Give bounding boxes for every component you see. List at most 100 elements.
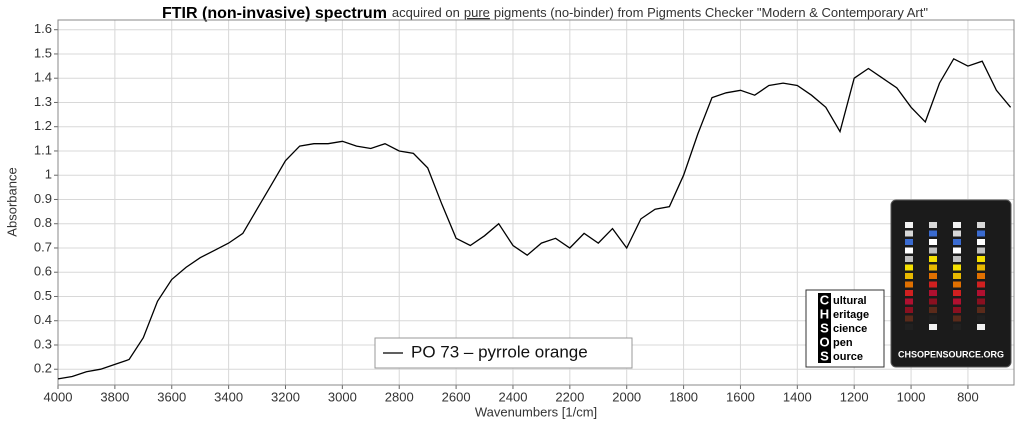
logo-word: eritage: [833, 309, 869, 321]
photo-swatch: [929, 256, 937, 262]
y-tick-label: 0.2: [34, 361, 52, 376]
photo-caption: CHSOPENSOURCE.ORG: [898, 349, 1004, 359]
logo-initial: C: [820, 292, 830, 307]
subtitle: pigments (no-binder) from Pigments Check…: [494, 5, 928, 20]
photo-swatch: [977, 264, 985, 271]
photo-swatch: [953, 307, 961, 313]
photo-swatch: [929, 239, 937, 245]
x-tick-label: 2400: [499, 389, 528, 404]
photo-swatch: [905, 239, 913, 245]
x-tick-label: 3000: [328, 389, 357, 404]
photo-swatch: [953, 273, 961, 279]
y-tick-label: 1.2: [34, 118, 52, 133]
photo-swatch: [977, 273, 985, 279]
y-tick-label: 0.7: [34, 239, 52, 254]
logo-word: cience: [833, 323, 867, 335]
y-tick-label: 0.4: [34, 312, 52, 327]
logo-initial: O: [819, 334, 829, 349]
photo-swatch: [905, 273, 913, 279]
photo-swatch: [953, 239, 961, 245]
logo-letter-bg: [818, 335, 831, 349]
photo-swatch: [953, 264, 961, 271]
plot-frame: [57, 19, 1015, 386]
logo-letter-bg: [818, 307, 831, 321]
photo-swatch: [905, 247, 913, 254]
spectrum-line: [57, 57, 1012, 380]
photo-swatch: [953, 315, 961, 322]
x-tick-label: 2000: [612, 389, 641, 404]
photo-swatch: [929, 307, 937, 313]
x-tick-label: 3200: [271, 389, 300, 404]
y-tick-label: 0.8: [34, 215, 52, 230]
y-tick-label: 1.3: [34, 94, 52, 109]
photo-swatch: [977, 315, 985, 322]
y-axis-label: Absorbance: [4, 167, 19, 236]
photo-swatch: [953, 298, 961, 305]
photo-swatch: [953, 222, 961, 228]
legend-label: PO 73 – pyrrole orange: [411, 342, 588, 361]
y-tick-label: 0.3: [34, 336, 52, 351]
photo-swatch: [977, 230, 985, 237]
photo-swatch: [977, 239, 985, 245]
photo-swatch: [977, 324, 985, 330]
chart-title: FTIR (non-invasive) spectrum acquired on p…: [162, 5, 928, 22]
x-tick-label: 1000: [897, 389, 926, 404]
logo-word: ultural: [833, 295, 867, 307]
y-tick-label: 0.5: [34, 288, 52, 303]
title-main: FTIR (non-invasive) spectrum: [162, 5, 387, 22]
photo-swatch: [929, 315, 937, 322]
y-tick-label: 1.1: [34, 142, 52, 157]
logo-word: pen: [833, 337, 853, 349]
photo-swatch: [905, 290, 913, 296]
y-tick-label: 0.9: [34, 191, 52, 206]
x-tick-label: 1200: [840, 389, 869, 404]
subtitle: acquired on: [392, 5, 460, 20]
photo-swatch: [929, 290, 937, 296]
x-tick-label: 4000: [44, 389, 73, 404]
photo-swatch: [977, 256, 985, 262]
x-axis-label: Wavenumbers [1/cm]: [475, 404, 597, 419]
photo-swatch: [905, 264, 913, 271]
photo-swatch: [905, 315, 913, 322]
logo-word: ource: [833, 351, 863, 363]
photo-swatch: [977, 290, 985, 296]
photo-swatch: [953, 290, 961, 296]
logo-letter-bg: [818, 293, 831, 307]
logo-initial: H: [820, 306, 829, 321]
subtitle: pure: [464, 5, 490, 20]
x-tick-label: 1800: [669, 389, 698, 404]
y-tick-label: 1.4: [34, 70, 52, 85]
logo-initial: S: [820, 320, 829, 335]
photo-swatch: [929, 273, 937, 279]
photo-swatch: [929, 281, 937, 288]
photo-swatch: [977, 307, 985, 313]
photo-swatch: [977, 281, 985, 288]
photo-swatch: [929, 247, 937, 254]
photo-swatch: [929, 222, 937, 228]
photo-swatch: [953, 230, 961, 237]
photo-swatch: [905, 222, 913, 228]
photo-swatch: [929, 298, 937, 305]
y-tick-label: 1.6: [34, 21, 52, 36]
x-tick-label: 2200: [555, 389, 584, 404]
photo-swatch: [929, 230, 937, 237]
photo-swatch: [953, 256, 961, 262]
x-tick-label: 3400: [214, 389, 243, 404]
photo-swatch: [929, 264, 937, 271]
y-tick-label: 0.6: [34, 264, 52, 279]
x-tick-label: 3600: [157, 389, 186, 404]
photo-swatch: [905, 230, 913, 237]
legend-box: [374, 337, 633, 369]
x-tick-label: 3800: [100, 389, 129, 404]
photo-swatch: [905, 281, 913, 288]
y-tick-label: 1: [45, 167, 52, 182]
photo-swatch: [905, 324, 913, 330]
logo-letter-bg: [818, 321, 831, 335]
photo-swatch: [905, 256, 913, 262]
x-tick-label: 1400: [783, 389, 812, 404]
photo-swatch: [905, 307, 913, 313]
x-tick-label: 2800: [385, 389, 414, 404]
photo-swatch: [977, 247, 985, 254]
photo-swatch: [929, 324, 937, 330]
x-tick-label: 800: [957, 389, 979, 404]
